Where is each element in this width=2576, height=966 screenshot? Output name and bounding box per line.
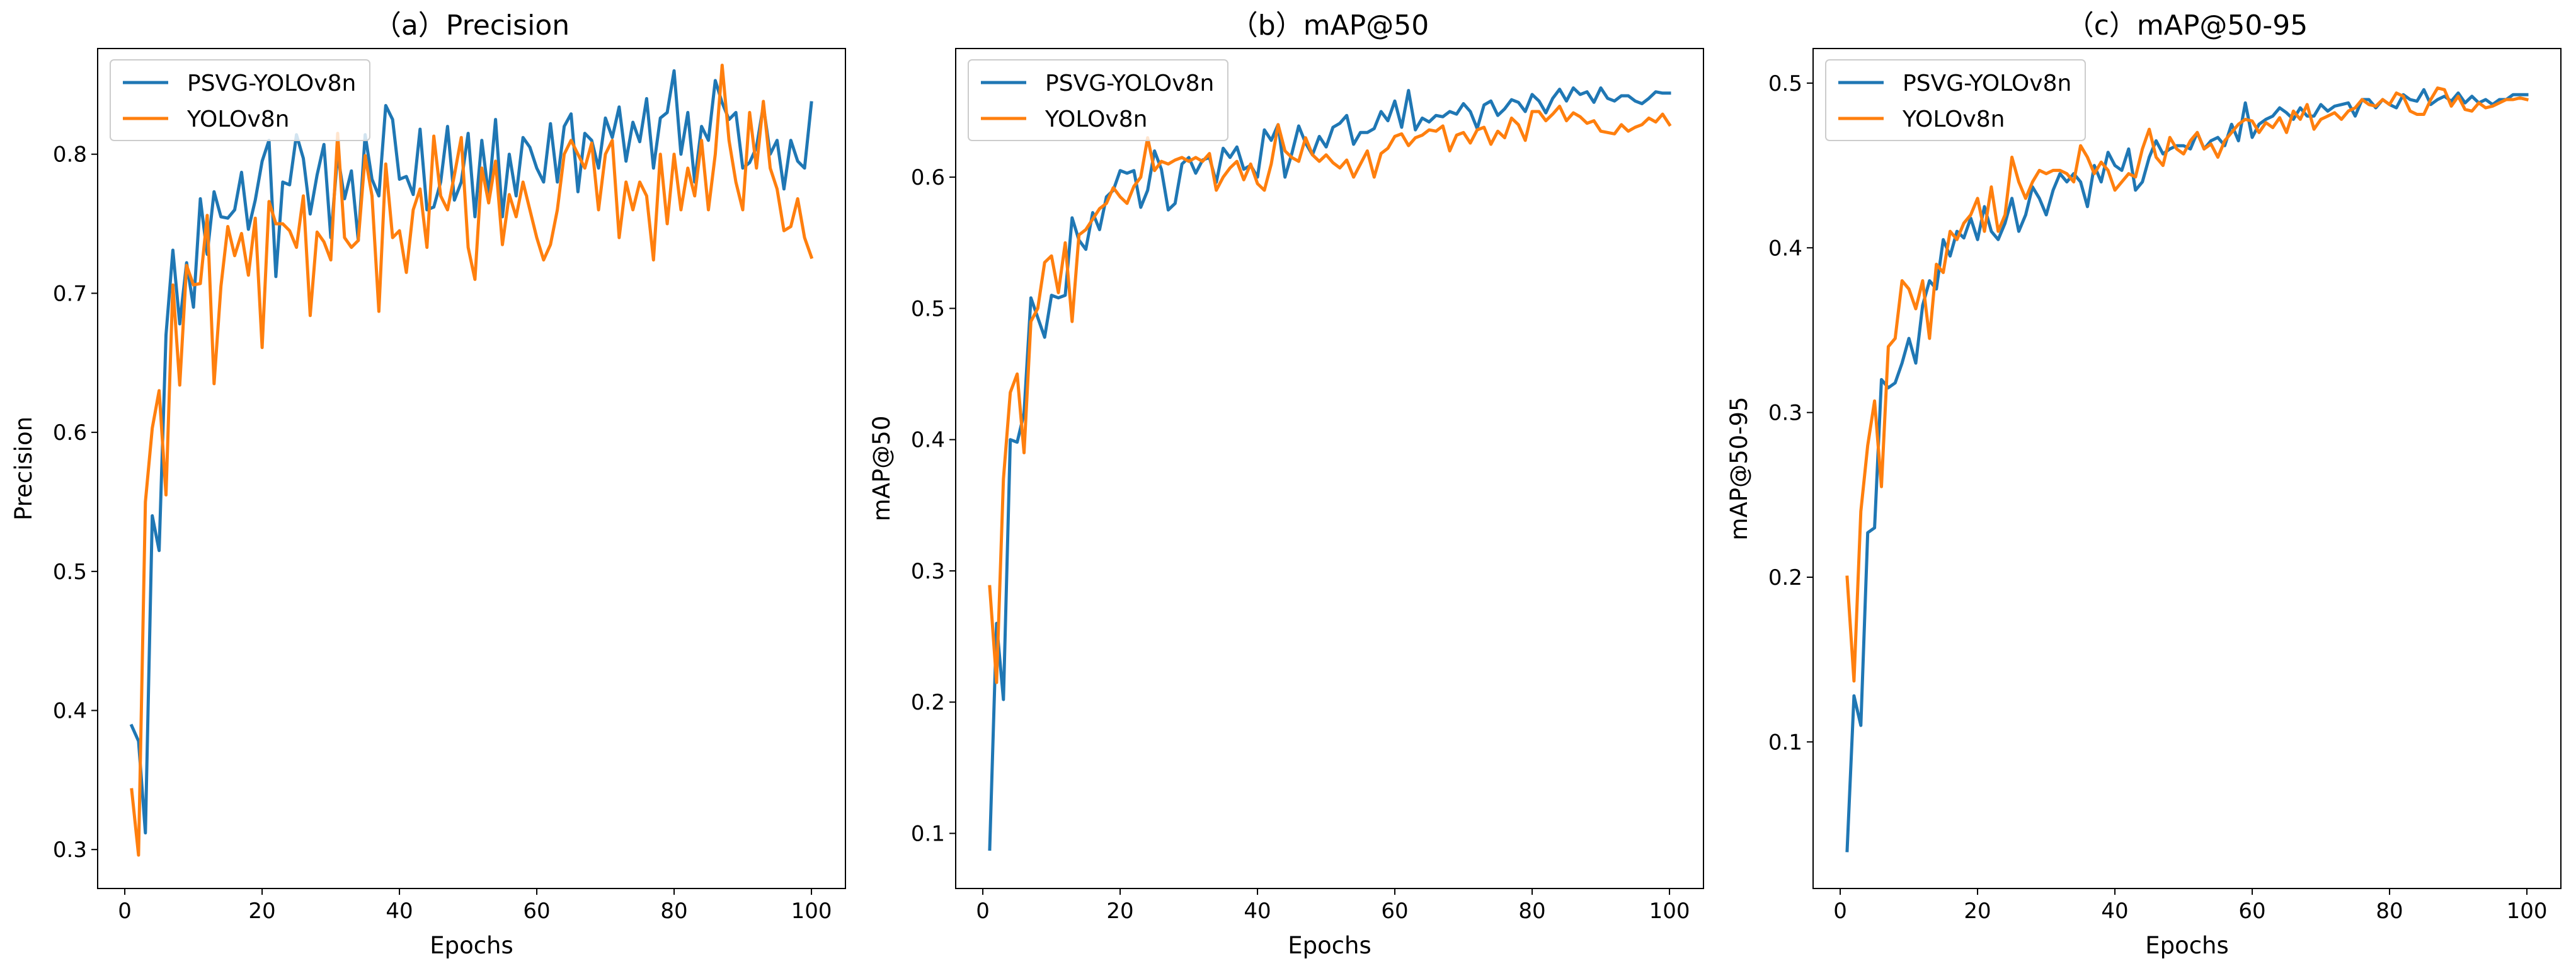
chart-title: （b）mAP@50 (1230, 9, 1429, 42)
series-line-psvg-yolov8n (988, 86, 1671, 851)
x-tick-label: 80 (1518, 899, 1545, 924)
x-tick-label: 60 (523, 899, 550, 924)
legend-label-yolov8n: YOLOv8n (1902, 106, 2005, 132)
plot-frame (97, 48, 846, 889)
legend: PSVG-YOLOv8n YOLOv8n (1825, 59, 2086, 141)
y-tick-label: 0.4 (53, 699, 87, 724)
x-tick-label: 0 (118, 899, 132, 924)
plot-frame (955, 48, 1704, 889)
x-tick-label: 80 (2376, 899, 2403, 924)
y-tick-label: 0.5 (911, 296, 945, 321)
legend-box (1825, 59, 2086, 141)
y-tick-label: 0.6 (911, 165, 945, 190)
series-line-yolov8n (1845, 86, 2529, 683)
legend-label-yolov8n: YOLOv8n (1045, 106, 1148, 132)
y-tick-label: 0.3 (911, 559, 945, 584)
y-tick-label: 0.2 (1768, 565, 1802, 590)
legend-label-psvg-yolov8n: PSVG-YOLOv8n (187, 71, 356, 96)
legend: PSVG-YOLOv8n YOLOv8n (968, 59, 1228, 141)
y-tick-label: 0.4 (1768, 236, 1802, 261)
legend-label-yolov8n: YOLOv8n (186, 106, 290, 132)
x-tick-label: 100 (791, 899, 832, 924)
x-tick-label: 20 (248, 899, 275, 924)
legend-box (968, 59, 1228, 141)
y-tick-label: 0.5 (53, 560, 87, 585)
y-tick-label: 0.1 (1768, 730, 1802, 755)
legend: PSVG-YOLOv8n YOLOv8n (110, 59, 370, 141)
x-tick-label: 20 (1106, 899, 1133, 924)
chart-panel-3: 0 20 40 60 80 100 0.1 0.2 0.3 0.4 0.5 （c）mAP@50-95 E… (1726, 9, 2562, 959)
x-axis-label: Epochs (1288, 932, 1371, 959)
chart-panel-1: 0 20 40 60 80 100 0.3 0.4 0.5 0.6 0.7 0.8 （a）Precisi… (10, 9, 846, 959)
chart-panel-2: 0 20 40 60 80 100 0.1 0.2 0.3 0.4 0.5 0.6 （b）mAP@50 E… (868, 9, 1704, 959)
chart-title: （a）Precision (374, 9, 570, 42)
y-axis-label: mAP@50-95 (1726, 396, 1753, 540)
x-axis-label: Epochs (2145, 932, 2229, 959)
x-tick-label: 60 (2238, 899, 2265, 924)
plot-frame (1812, 48, 2562, 889)
y-axis-label: Precision (10, 417, 37, 520)
x-tick-label: 100 (1649, 899, 1690, 924)
y-tick-label: 0.3 (53, 837, 87, 863)
y-tick-label: 0.7 (53, 281, 87, 306)
x-tick-label: 0 (1833, 899, 1847, 924)
x-axis-label: Epochs (430, 932, 513, 959)
y-tick-label: 0.2 (911, 690, 945, 715)
x-tick-label: 40 (386, 899, 413, 924)
series-line-psvg-yolov8n (129, 69, 813, 835)
legend-label-psvg-yolov8n: PSVG-YOLOv8n (1045, 71, 1214, 96)
y-tick-label: 0.5 (1768, 71, 1802, 96)
legend-box (110, 59, 370, 141)
y-tick-label: 0.4 (911, 428, 945, 453)
chart-title: （c）mAP@50-95 (2066, 9, 2308, 42)
x-tick-label: 80 (660, 899, 687, 924)
y-tick-label: 0.1 (911, 822, 945, 847)
y-tick-label: 0.3 (1768, 401, 1802, 426)
legend-label-psvg-yolov8n: PSVG-YOLOv8n (1903, 71, 2071, 96)
y-tick-label: 0.6 (53, 420, 87, 446)
x-tick-label: 0 (976, 899, 990, 924)
x-tick-label: 40 (1244, 899, 1271, 924)
series-line-yolov8n (130, 64, 814, 857)
x-tick-label: 20 (1964, 899, 1991, 924)
x-tick-label: 40 (2101, 899, 2128, 924)
x-tick-label: 100 (2507, 899, 2548, 924)
series-line-yolov8n (988, 105, 1672, 684)
y-axis-label: mAP@50 (868, 416, 895, 522)
y-tick-label: 0.8 (53, 142, 87, 168)
x-tick-label: 60 (1381, 899, 1408, 924)
